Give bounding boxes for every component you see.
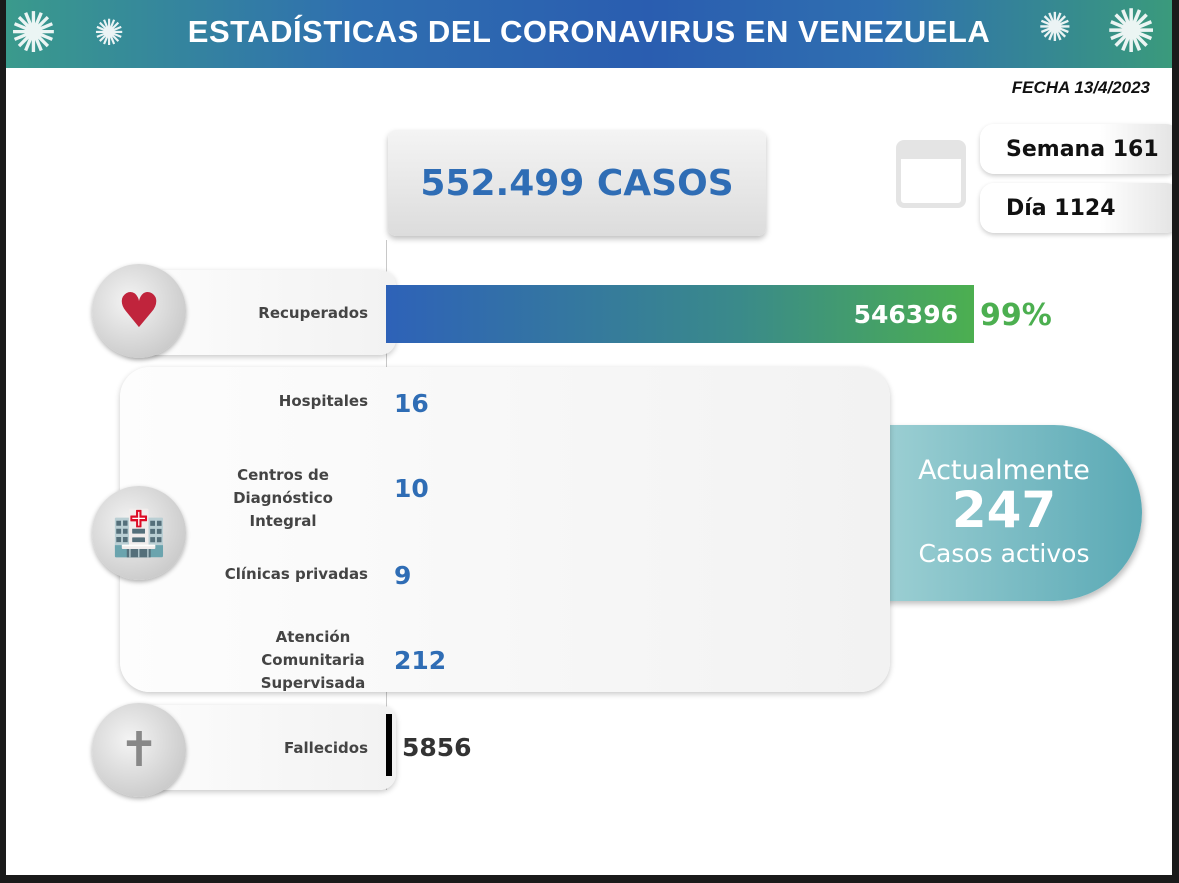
week-pill: Semana 161: [980, 124, 1172, 174]
recovered-label: Recuperados: [258, 304, 368, 322]
facility-label: Centros de Diagnóstico Integral: [233, 466, 333, 530]
recovered-percent: 99%: [980, 298, 1052, 333]
active-prefix: Actualmente: [918, 455, 1090, 486]
deaths-value: 5856: [402, 733, 472, 762]
virus-icon: ✺: [1038, 5, 1072, 51]
date-label: FECHA 13/4/2023: [1011, 78, 1150, 97]
active-suffix: Casos activos: [918, 539, 1090, 568]
facility-value: 16: [394, 389, 429, 418]
calendar-icon: [896, 140, 966, 208]
facility-label: Atención Comunitaria Supervisada: [260, 628, 366, 692]
active-cases-badge: Actualmente 247 Casos activos: [884, 425, 1142, 601]
facility-value: 9: [394, 561, 412, 590]
facilities-panel: [120, 367, 890, 692]
page-title: ESTADÍSTICAS DEL CORONAVIRUS EN VENEZUEL…: [187, 14, 991, 49]
total-cases-box: 552.499 CASOS: [388, 130, 766, 236]
facility-value: 10: [394, 474, 429, 503]
deaths-bar: [386, 714, 392, 776]
heart-pulse-icon: ♥: [92, 264, 186, 358]
infographic: ✺ ✺ ESTADÍSTICAS DEL CORONAVIRUS EN VENE…: [6, 0, 1172, 875]
gravestone-icon: ✝: [92, 703, 186, 797]
active-value: 247: [951, 481, 1057, 539]
virus-icon: ✺: [94, 13, 125, 54]
header-banner: ✺ ✺ ESTADÍSTICAS DEL CORONAVIRUS EN VENE…: [6, 0, 1172, 68]
hospital-icon: 🏥: [92, 486, 186, 580]
virus-icon: ✺: [1106, 0, 1157, 67]
facility-value: 212: [394, 646, 447, 675]
virus-icon: ✺: [10, 1, 57, 66]
facility-label: Clínicas privadas: [224, 565, 368, 583]
day-pill: Día 1124: [980, 183, 1172, 233]
recovered-bar: 546396: [386, 285, 974, 343]
deaths-label: Fallecidos: [284, 739, 368, 757]
facility-label: Hospitales: [278, 392, 368, 410]
